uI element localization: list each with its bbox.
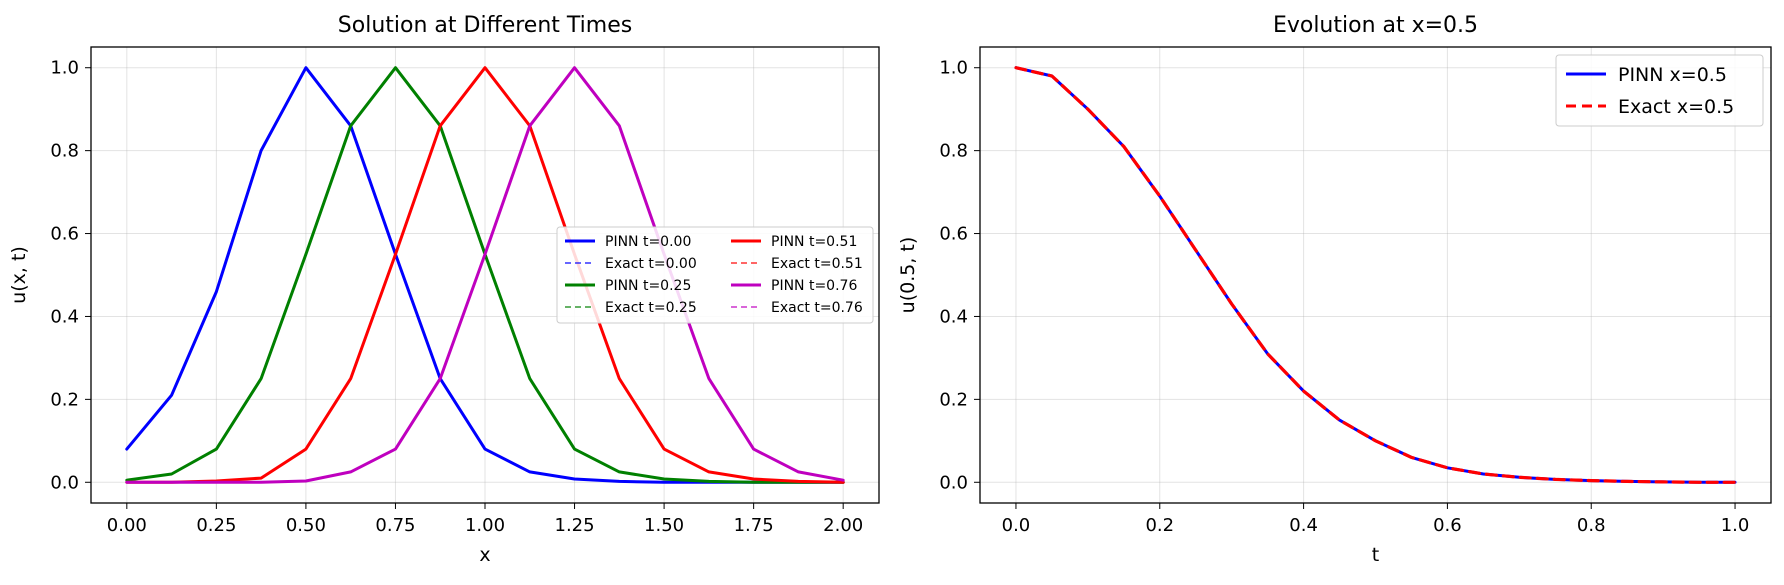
legend-label: PINN t=0.76 — [771, 278, 857, 294]
x-tick-label: 0.0 — [1002, 515, 1031, 536]
y-tick-label: 0.2 — [50, 389, 79, 410]
series-line-exact-t-0-51 — [126, 66, 844, 484]
plot-frame — [90, 46, 880, 504]
x-tick-label: 0.50 — [286, 515, 326, 536]
series-line-exact-x-0-5 — [1014, 66, 1737, 484]
y-tick-label: 1.0 — [939, 58, 968, 79]
y-tick-label: 0.4 — [50, 306, 79, 327]
y-tick-label: 0.8 — [50, 141, 79, 162]
x-tick-label: 0.25 — [196, 515, 236, 536]
legend-label: Exact t=0.76 — [771, 300, 863, 316]
plot-frame — [979, 46, 1772, 504]
y-tick-label: 0.6 — [939, 224, 968, 245]
x-axis-label: x — [479, 544, 490, 566]
legend-label: PINN t=0.51 — [771, 234, 857, 250]
y-tick-label: 0.0 — [50, 472, 79, 493]
x-tick-label: 0.8 — [1577, 515, 1606, 536]
x-tick-label: 2.00 — [823, 515, 863, 536]
y-tick-label: 0.4 — [939, 306, 968, 327]
x-tick-label: 1.00 — [465, 515, 505, 536]
chart-title: Evolution at x=0.5 — [1273, 13, 1478, 38]
x-tick-label: 1.50 — [644, 515, 684, 536]
legend-label: Exact t=0.51 — [771, 256, 863, 272]
x-axis-label: t — [1372, 544, 1379, 566]
left-chart-panel: 0.00 0.25 0.50 0.75 1.00 1.25 1.50 1.75 2.00 0.0 0… — [8, 13, 880, 566]
legend: PINN t=0.00 Exact t=0.00 PINN t=0.25 Exact … — [556, 226, 874, 324]
series-line-pinn-x-0-5 — [1014, 66, 1737, 484]
legend-box — [1555, 54, 1764, 127]
legend: PINN x=0.5 Exact x=0.5 — [1555, 54, 1764, 127]
right-chart-panel: 0.0 0.2 0.4 0.6 0.8 1.0 0.0 0.2 0.4 0.6 0.8 1.0 Evol… — [897, 13, 1772, 566]
legend-label: PINN t=0.00 — [605, 234, 691, 250]
x-tick-label: 0.00 — [107, 515, 147, 536]
legend-label: Exact t=0.00 — [605, 256, 697, 272]
y-tick-label: 1.0 — [50, 58, 79, 79]
chart-title: Solution at Different Times — [338, 13, 632, 38]
y-tick-label: 0.2 — [939, 389, 968, 410]
legend-label: Exact x=0.5 — [1618, 96, 1734, 118]
x-tick-label: 0.2 — [1145, 515, 1174, 536]
legend-box — [556, 226, 874, 324]
x-tick-label: 1.0 — [1721, 515, 1750, 536]
y-tick-label: 0.0 — [939, 472, 968, 493]
y-tick-label: 0.8 — [939, 141, 968, 162]
y-axis-label: u(0.5, t) — [897, 237, 919, 314]
x-tick-label: 0.75 — [375, 515, 415, 536]
x-tick-label: 1.25 — [555, 515, 595, 536]
y-axis-label: u(x, t) — [8, 246, 30, 304]
legend-label: PINN t=0.25 — [605, 278, 691, 294]
legend-label: Exact t=0.25 — [605, 300, 697, 316]
y-tick-label: 0.6 — [50, 224, 79, 245]
x-tick-label: 0.6 — [1433, 515, 1462, 536]
x-tick-label: 1.75 — [734, 515, 774, 536]
legend-label: PINN x=0.5 — [1618, 64, 1727, 86]
series-line-exact-t-0-76 — [126, 66, 844, 484]
x-tick-label: 0.4 — [1289, 515, 1318, 536]
